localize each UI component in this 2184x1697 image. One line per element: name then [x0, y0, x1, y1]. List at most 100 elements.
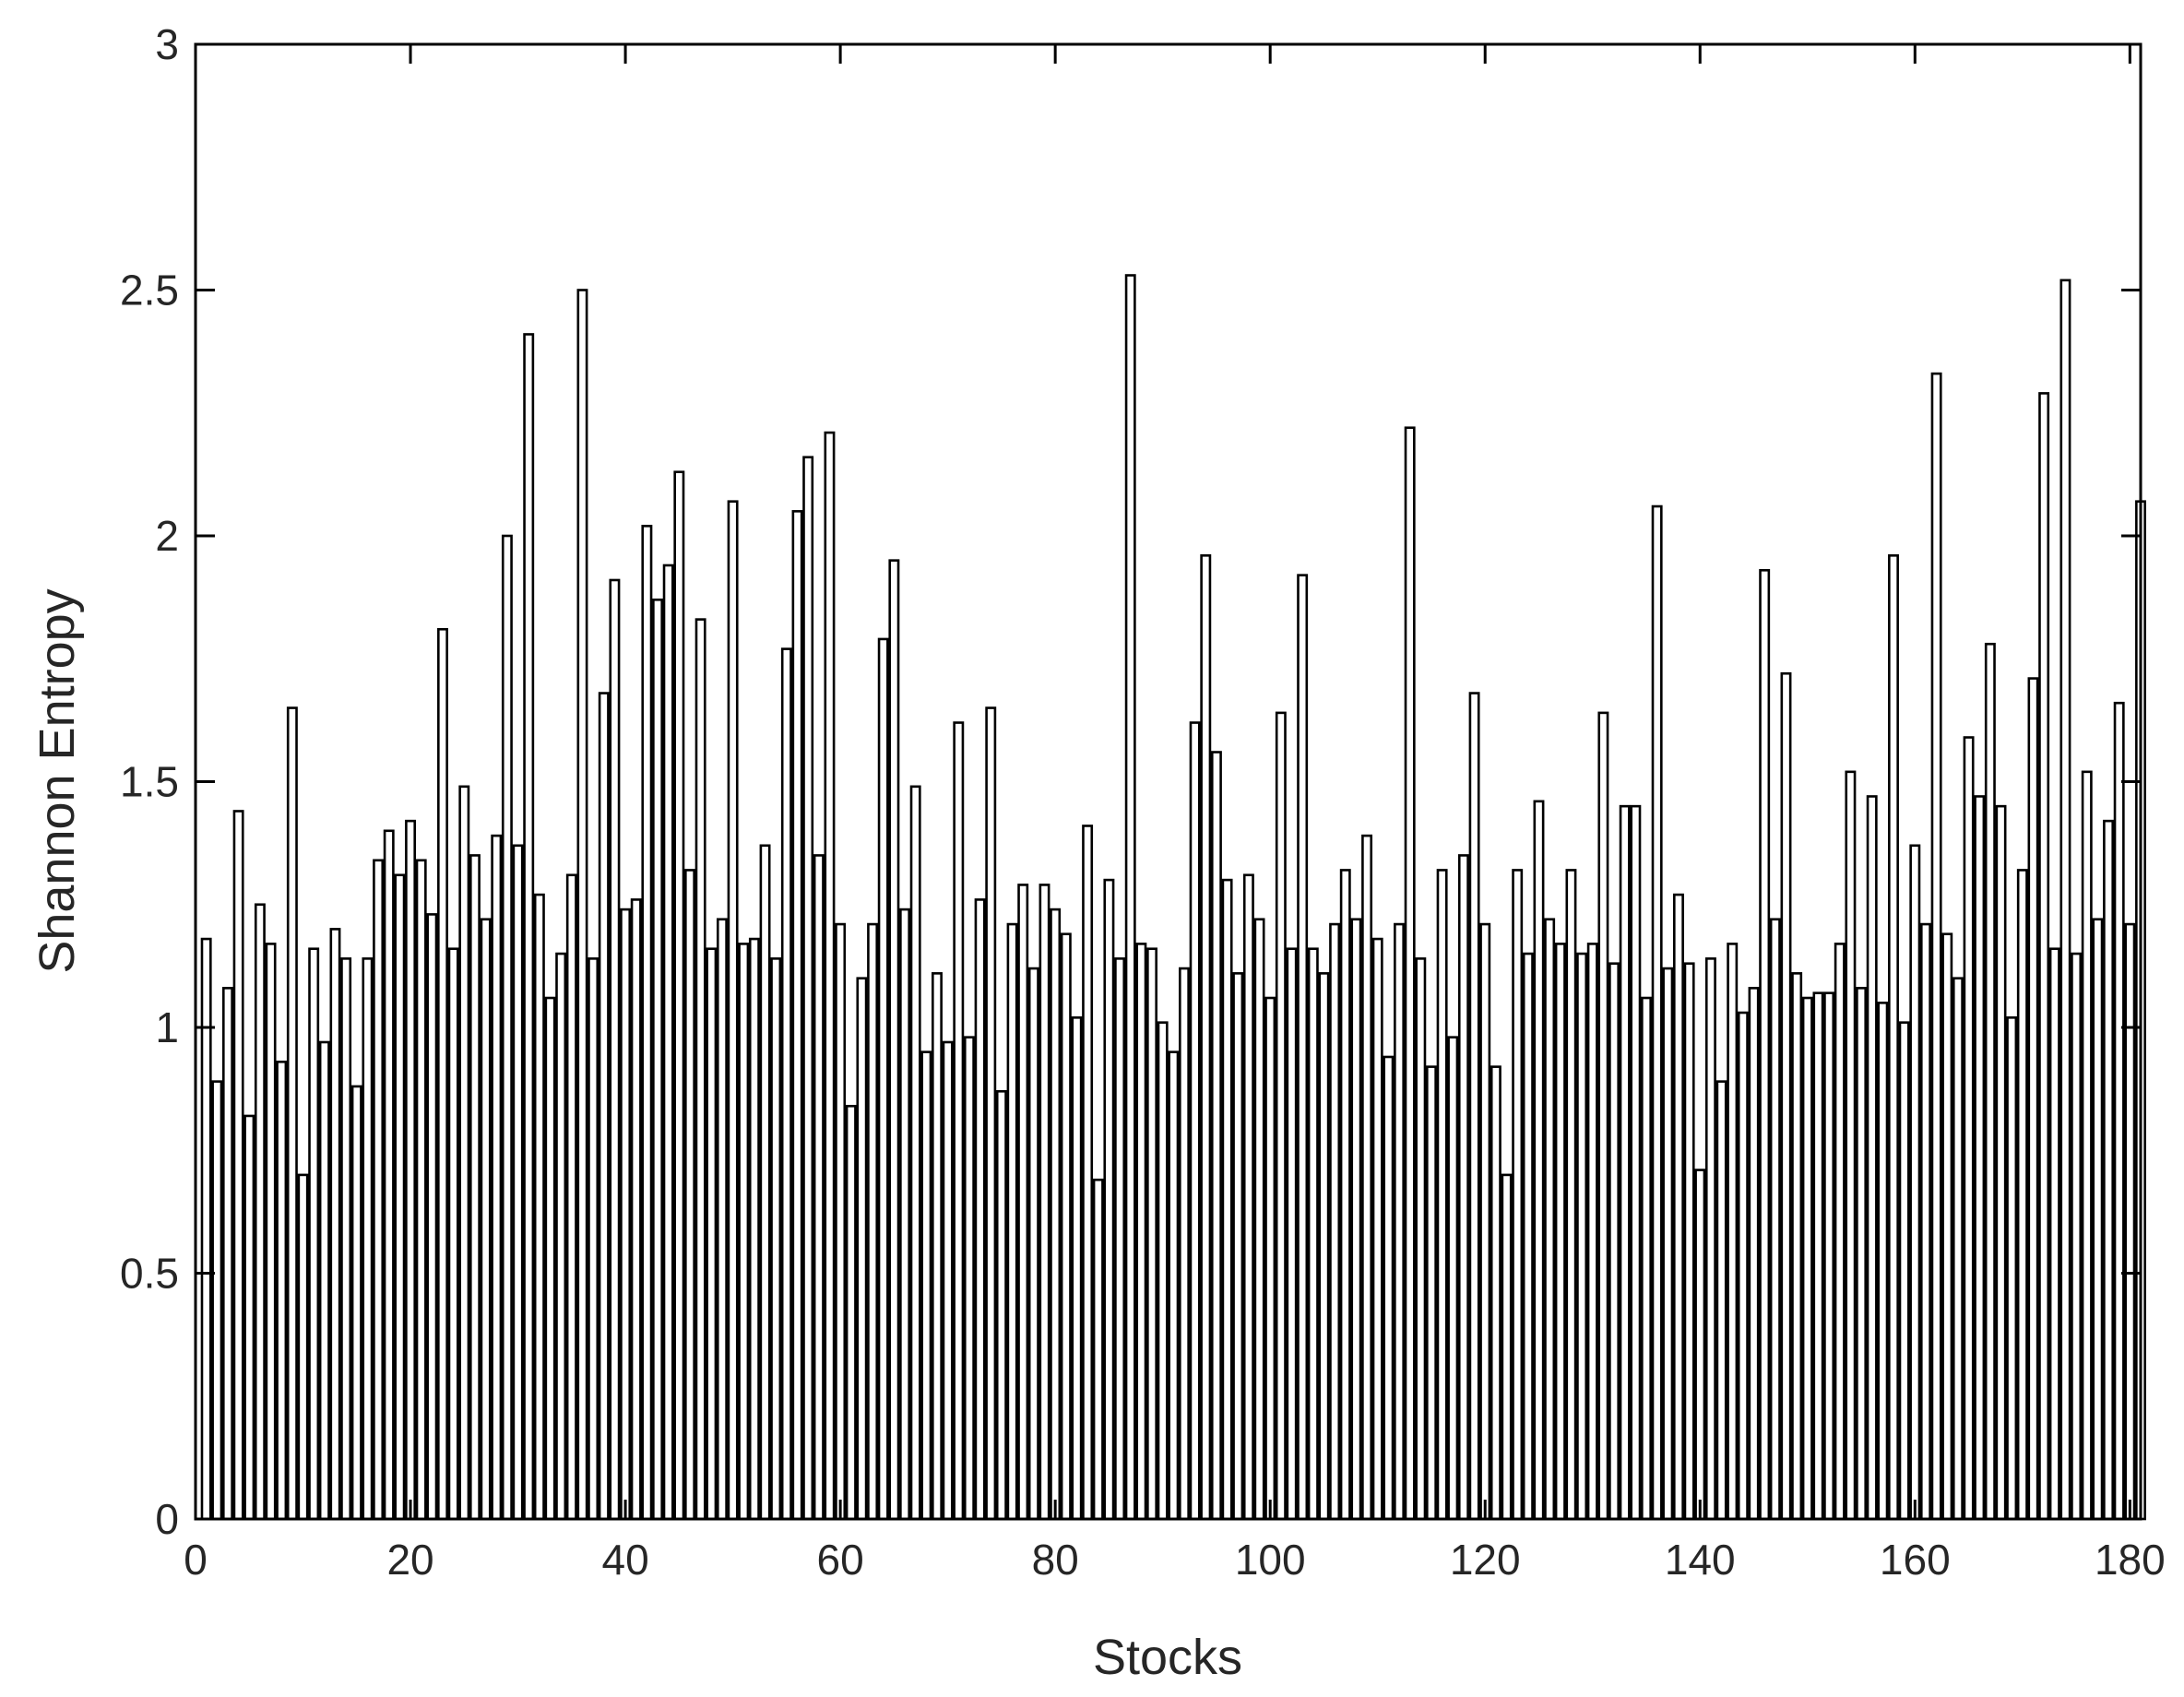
y-tick-label-0.5: 0.5 [120, 1250, 179, 1298]
bar-stock-158 [1888, 554, 1899, 1521]
y-tick-label-2: 2 [155, 512, 179, 560]
bar-stock-110 [1371, 937, 1383, 1521]
bar-stock-82 [1071, 1016, 1083, 1521]
bar-stock-108 [1350, 918, 1362, 1521]
bar-stock-21 [415, 859, 427, 1521]
bar-stock-11 [308, 947, 320, 1521]
bar-stock-151 [1812, 991, 1824, 1521]
bar-stock-29 [501, 534, 513, 1521]
bar-stock-117 [1447, 1036, 1459, 1521]
bar-stock-109 [1361, 834, 1373, 1521]
bar-stock-170 [2016, 869, 2028, 1521]
bar-stock-23 [437, 627, 448, 1521]
bar-stock-28 [491, 834, 503, 1521]
bar-stock-78 [1027, 967, 1039, 1521]
bar-stock-157 [1877, 1002, 1889, 1521]
bar-stock-124 [1522, 952, 1534, 1521]
bar-stock-14 [340, 957, 352, 1521]
bar-stock-172 [2038, 392, 2050, 1521]
bar-stock-15 [350, 1085, 362, 1521]
bar-stock-48 [706, 947, 718, 1521]
bar-stock-85 [1103, 878, 1115, 1521]
bar-stock-130 [1586, 943, 1598, 1521]
bar-stock-97 [1232, 972, 1244, 1521]
bar-stock-177 [2092, 918, 2104, 1521]
bar-stock-113 [1404, 426, 1416, 1521]
bar-stock-75 [995, 1089, 1007, 1521]
bar-stock-134 [1630, 804, 1642, 1521]
bar-stock-92 [1179, 967, 1190, 1521]
bar-stock-33 [544, 996, 556, 1521]
bar-stock-17 [373, 859, 385, 1521]
bar-stock-175 [2071, 952, 2083, 1521]
bar-stock-115 [1426, 1065, 1437, 1521]
bar-stock-96 [1221, 878, 1233, 1521]
bar-stock-90 [1157, 1021, 1169, 1521]
x-tick-label-20: 20 [386, 1536, 433, 1584]
bar-stock-50 [727, 500, 739, 1521]
bar-stock-165 [1963, 736, 1975, 1521]
bar-stock-65 [888, 559, 900, 1521]
bar-stock-70 [942, 1040, 954, 1521]
bar-stock-89 [1146, 947, 1157, 1521]
bar-stock-18 [383, 829, 395, 1521]
y-tick-label-0: 0 [155, 1495, 179, 1543]
bar-stock-16 [362, 957, 374, 1521]
bar-stock-94 [1200, 554, 1212, 1521]
x-tick-label-60: 60 [817, 1536, 864, 1584]
bar-stock-80 [1050, 908, 1062, 1521]
bar-stock-162 [1930, 372, 1942, 1521]
bar-stock-107 [1339, 869, 1351, 1521]
bar-stock-141 [1704, 957, 1716, 1521]
bar-stock-83 [1082, 825, 1094, 1521]
bar-stock-37 [588, 957, 599, 1521]
bar-stock-91 [1168, 1050, 1180, 1521]
bar-stock-146 [1759, 569, 1771, 1521]
bar-stock-150 [1801, 996, 1813, 1521]
bar-stock-27 [480, 918, 492, 1521]
bar-stock-41 [630, 898, 642, 1521]
bar-stock-102 [1286, 947, 1298, 1521]
bar-stock-10 [297, 1173, 309, 1521]
bar-stock-81 [1060, 932, 1072, 1521]
bar-stock-31 [523, 333, 535, 1521]
bar-stock-51 [738, 943, 750, 1521]
bar-stock-138 [1673, 893, 1684, 1521]
bar-stock-13 [329, 928, 341, 1521]
bar-stock-112 [1394, 922, 1405, 1521]
bar-stock-69 [932, 972, 943, 1521]
bar-stock-116 [1436, 869, 1448, 1521]
bar-stock-176 [2081, 770, 2093, 1521]
bar-stock-3 [222, 987, 233, 1521]
bar-stock-22 [426, 913, 438, 1521]
bar-stock-136 [1651, 504, 1663, 1521]
bar-stock-140 [1694, 1169, 1706, 1521]
x-tick-label-80: 80 [1032, 1536, 1079, 1584]
bar-stock-35 [565, 873, 577, 1521]
bar-stock-125 [1533, 800, 1545, 1521]
bar-stock-9 [286, 706, 298, 1521]
bar-stock-59 [824, 431, 836, 1521]
bar-stock-32 [533, 893, 545, 1521]
bar-stock-40 [620, 908, 632, 1521]
bar-stock-135 [1641, 996, 1652, 1521]
bar-stock-174 [2059, 279, 2071, 1521]
bar-stock-169 [2006, 1016, 2018, 1521]
bar-stock-105 [1318, 972, 1330, 1521]
bar-stock-149 [1791, 972, 1803, 1521]
bar-stock-148 [1780, 671, 1792, 1521]
bar-stock-166 [1974, 795, 1986, 1521]
x-tick-label-120: 120 [1450, 1536, 1521, 1584]
bar-stock-147 [1769, 918, 1781, 1521]
bar-stock-12 [318, 1040, 330, 1521]
bar-stock-47 [694, 618, 706, 1521]
bar-stock-72 [963, 1036, 975, 1521]
bar-stock-39 [609, 578, 621, 1521]
bar-stock-121 [1490, 1065, 1502, 1521]
bar-stock-133 [1619, 804, 1631, 1521]
bar-stock-111 [1383, 1055, 1395, 1521]
bar-stock-20 [405, 819, 417, 1521]
bar-stock-120 [1479, 922, 1491, 1521]
bar-stock-93 [1189, 721, 1201, 1521]
bar-stock-167 [1984, 642, 1996, 1521]
